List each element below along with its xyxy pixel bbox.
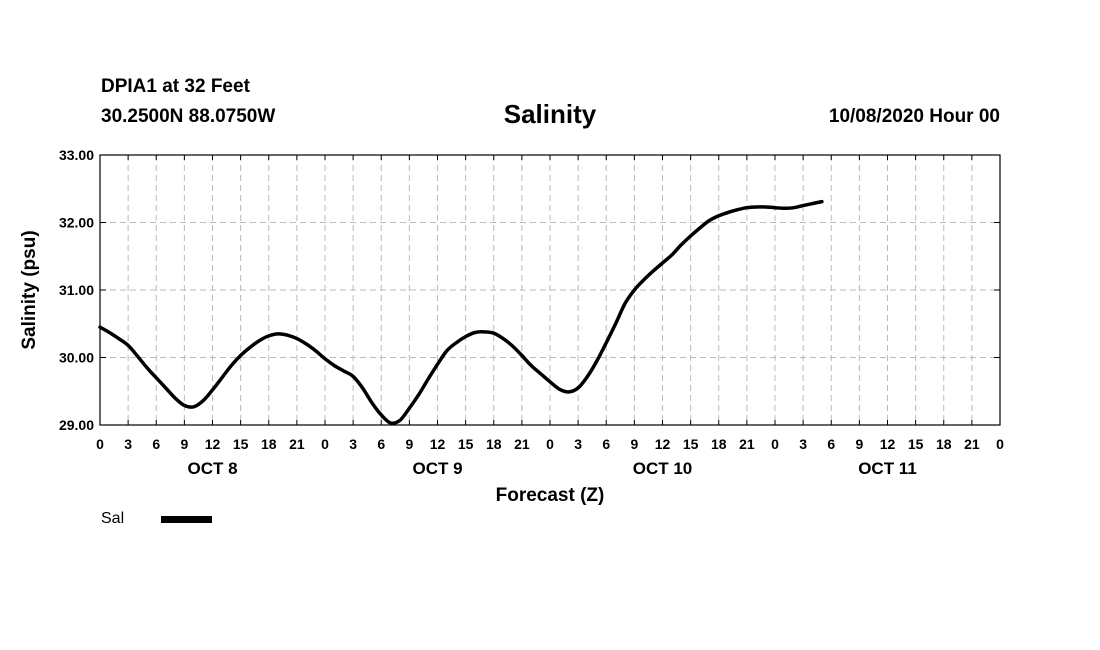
x-tick-label: 21 (514, 436, 530, 452)
x-tick-label: 18 (486, 436, 502, 452)
x-tick-label: 3 (799, 436, 807, 452)
x-tick-label: 15 (908, 436, 924, 452)
x-tick-label: 9 (180, 436, 188, 452)
day-label: OCT 11 (858, 459, 917, 478)
y-tick-label: 29.00 (59, 417, 94, 433)
y-tick-label: 32.00 (59, 215, 94, 231)
legend-label: Sal (101, 510, 125, 527)
x-tick-label: 12 (205, 436, 221, 452)
x-tick-label: 15 (233, 436, 249, 452)
x-tick-label: 21 (739, 436, 755, 452)
x-tick-label: 18 (711, 436, 727, 452)
legend-swatch (161, 515, 212, 523)
x-tick-label: 9 (405, 436, 413, 452)
x-tick-label: 3 (349, 436, 357, 452)
forecast-run-label: 10/08/2020 Hour 00 (828, 106, 1000, 127)
x-tick-label: 0 (96, 436, 104, 452)
station-label: DPIA1 at 32 Feet (101, 76, 250, 97)
x-tick-label: 12 (655, 436, 671, 452)
x-tick-label: 12 (880, 436, 896, 452)
x-tick-label: 0 (996, 436, 1004, 452)
y-tick-label: 33.00 (59, 147, 94, 163)
day-label: OCT 8 (187, 459, 237, 478)
chart-title: Salinity (503, 99, 597, 129)
x-tick-label: 18 (261, 436, 277, 452)
x-tick-label: 12 (430, 436, 446, 452)
y-tick-label: 31.00 (59, 282, 94, 298)
legend: Sal (101, 510, 212, 528)
x-tick-label: 9 (630, 436, 638, 452)
y-axis-label: Salinity (psu) (19, 230, 40, 349)
x-tick-label: 18 (936, 436, 952, 452)
x-tick-label: 0 (321, 436, 329, 452)
day-label: OCT 9 (412, 459, 462, 478)
x-axis-label: Forecast (Z) (496, 485, 605, 506)
x-tick-label: 6 (377, 436, 385, 452)
x-tick-label: 15 (458, 436, 474, 452)
x-tick-label: 6 (602, 436, 610, 452)
x-tick-label: 15 (683, 436, 699, 452)
x-tick-label: 3 (124, 436, 132, 452)
day-label: OCT 10 (633, 459, 693, 478)
x-tick-label: 9 (855, 436, 863, 452)
series-line-sal (98, 199, 824, 426)
coordinates-label: 30.2500N 88.0750W (101, 106, 276, 127)
y-tick-label: 30.00 (59, 350, 94, 366)
plot-frame (99, 154, 1001, 426)
x-tick-label: 0 (771, 436, 779, 452)
x-tick-label: 6 (152, 436, 160, 452)
x-tick-label: 0 (546, 436, 554, 452)
x-tick-label: 21 (289, 436, 305, 452)
x-tick-label: 21 (964, 436, 980, 452)
x-tick-label: 6 (827, 436, 835, 452)
x-tick-label: 3 (574, 436, 582, 452)
